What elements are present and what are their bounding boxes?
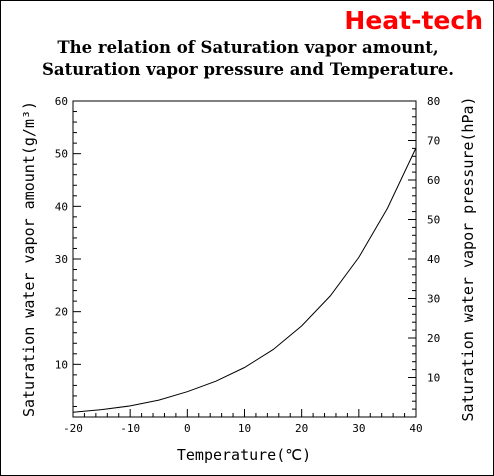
left-tick-label: 40: [55, 200, 68, 213]
x-tick-label: 20: [295, 422, 308, 435]
left-tick-label: 50: [55, 148, 68, 161]
left-tick-label: 20: [55, 306, 68, 319]
chart-title-line-2: Saturation vapor pressure and Temperatur…: [41, 60, 455, 79]
right-tick-label: 10: [427, 372, 440, 385]
left-tick-label: 10: [55, 358, 68, 371]
x-axis-title: Temperature(℃): [177, 446, 311, 464]
left-axis-title: Saturation water vapor amount(g/m³): [20, 101, 38, 417]
x-tick-label: 30: [352, 422, 365, 435]
x-axis-ticks: -20 -10 0 10 20 30 40: [63, 409, 423, 435]
x-tick-label: 40: [409, 422, 422, 435]
x-tick-label: 10: [238, 422, 251, 435]
right-tick-label: 40: [427, 253, 440, 266]
right-tick-label: 60: [427, 174, 440, 187]
right-tick-label: 70: [427, 135, 440, 148]
plot-area-frame: [72, 100, 417, 418]
brand-logo: Heat-tech: [344, 6, 483, 35]
x-tick-label: -20: [63, 422, 83, 435]
right-axis-title: Saturation water vapor pressure(hPa): [459, 96, 477, 421]
left-axis-ticks: 10 20 30 40 50 60: [55, 95, 81, 407]
right-tick-label: 30: [427, 293, 440, 306]
chart-title-line-1: The relation of Saturation vapor amount,: [57, 38, 439, 57]
right-tick-label: 80: [427, 95, 440, 108]
right-axis-ticks: 10 20 30 40 50 60 70 80: [408, 95, 440, 410]
right-tick-label: 50: [427, 214, 440, 227]
left-tick-label: 60: [55, 95, 68, 108]
x-tick-label: -10: [120, 422, 140, 435]
right-tick-label: 20: [427, 332, 440, 345]
x-tick-label: 0: [184, 422, 191, 435]
left-tick-label: 30: [55, 253, 68, 266]
saturation-curve-line: [72, 147, 417, 413]
